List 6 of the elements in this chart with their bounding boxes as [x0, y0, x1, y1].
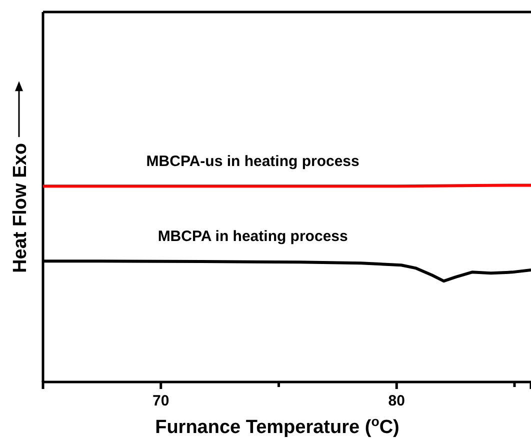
series-label: MBCPA-us in heating process: [146, 153, 360, 170]
series-label: MBCPA in heating process: [158, 228, 348, 246]
x-tick-label: 70: [152, 392, 170, 410]
y-axis-title: Heat Flow Exo: [10, 143, 31, 273]
x-axis-title: Furnance Temperature ($^{o}$C): [155, 414, 400, 438]
x-tick-label: 80: [388, 392, 405, 410]
